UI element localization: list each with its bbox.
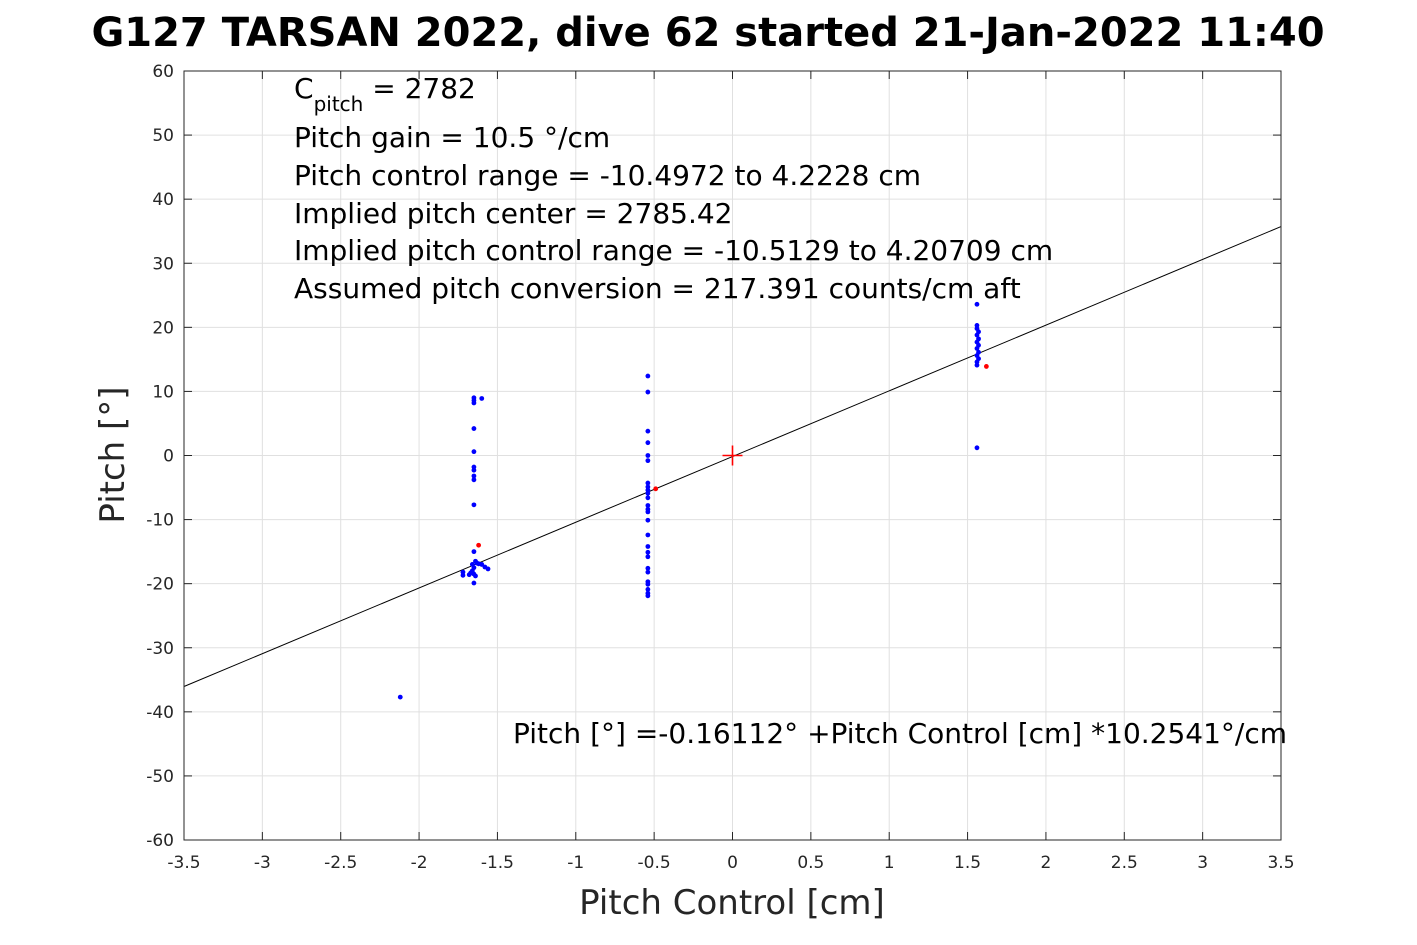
y-tick-label: -60 [146,831,174,851]
data-point [460,572,466,578]
data-point [476,561,482,567]
data-point [479,396,485,401]
data-point [645,544,651,549]
data-point [476,542,482,548]
data-point [645,554,651,560]
data-point [645,440,651,446]
y-tick-label: 20 [152,318,174,338]
y-tick-label: 0 [163,447,174,467]
x-tick-label: -3.5 [167,853,200,873]
x-tick-label: 1.5 [954,853,981,873]
y-tick-label: 50 [152,126,174,146]
x-tick-label: 0 [727,853,738,873]
data-point [471,449,477,455]
data-point [974,301,980,307]
data-point [645,587,651,592]
annotation-pitch-control-range: Pitch control range = -10.4972 to 4.2228… [294,159,921,192]
data-point [645,549,651,555]
annotation-pitch-gain: Pitch gain = 10.5 °/cm [294,121,610,154]
c-pitch-annotation: Cpitch = 2782 [294,72,476,116]
data-point [471,549,477,555]
data-point [653,486,659,492]
x-tick-label: 2 [1041,853,1052,873]
x-tick-label: 3.5 [1267,853,1294,873]
data-point [645,503,651,508]
data-point [645,480,651,486]
data-point [645,373,651,379]
x-tick-label: 1 [884,853,895,873]
data-point [471,467,477,473]
data-point [645,453,651,458]
x-tick-label: -3 [254,853,271,873]
data-point [974,332,980,338]
annotation-implied-pitch-center: Implied pitch center = 2785.42 [294,197,732,230]
data-points-layer [397,301,989,700]
center-marker-layer [722,445,743,466]
data-point [645,565,651,571]
x-tick-label: -1.5 [481,853,514,873]
data-point [473,573,478,579]
y-axis-label: Pitch [°] [93,386,133,523]
data-point [974,346,980,351]
data-point [471,400,477,406]
data-point [645,517,651,523]
y-tick-label: 40 [152,190,174,210]
x-tick-label: 0.5 [797,853,824,873]
data-point [974,362,980,368]
data-point [397,694,403,700]
y-tick-label: 30 [152,254,174,274]
c-pitch-value: = 2782 [363,72,476,105]
x-tick-label: -1 [567,853,584,873]
data-point [471,426,477,431]
data-point [471,502,477,508]
data-point [645,495,651,501]
data-point [471,477,477,483]
data-point [645,458,651,464]
data-point [645,509,651,515]
x-tick-label: 3 [1197,853,1208,873]
y-tick-label: -20 [146,575,174,595]
y-tick-label: 60 [152,62,174,82]
fit-equation: Pitch [°] =-0.16112° +Pitch Control [cm]… [513,717,1287,750]
y-tick-label: 10 [152,382,174,402]
chart-title: G127 TARSAN 2022, dive 62 started 21-Jan… [91,10,1324,56]
x-axis-ticks: -3.5 -3 -2.5 -2 -1.5 -1 -0.5 0 0.5 1 1.5 2 2.5 3 3.5 [167,71,1295,873]
data-point [466,572,472,578]
data-point [645,581,651,587]
grid-lines [183,70,1282,841]
data-point [645,389,651,395]
data-point [974,445,980,451]
y-tick-label: -10 [146,511,174,531]
x-tick-label: 2.5 [1111,853,1138,873]
data-point [485,566,491,572]
data-point [645,490,651,496]
x-tick-label: -2 [411,853,428,873]
x-tick-label: -0.5 [638,853,671,873]
data-point [645,532,651,538]
data-point [645,428,651,434]
y-tick-label: -50 [146,767,174,787]
data-point [983,364,989,369]
data-point [645,569,651,575]
c-pitch-main: C [294,72,314,105]
y-tick-label: -40 [146,703,174,723]
y-axis-ticks: 60 50 40 30 20 10 0 -10 -20 -30 -40 -50 -60 [146,62,1281,851]
c-pitch-subscript: pitch [314,92,364,116]
x-axis-label: Pitch Control [cm] [579,883,885,923]
annotation-pitch-conversion: Assumed pitch conversion = 217.391 count… [294,272,1021,305]
data-point [471,580,477,586]
data-point [471,473,477,479]
data-point [645,593,651,599]
x-tick-label: -2.5 [324,853,357,873]
annotation-implied-pitch-control-range: Implied pitch control range = -10.5129 t… [294,234,1053,267]
y-tick-label: -30 [146,639,174,659]
